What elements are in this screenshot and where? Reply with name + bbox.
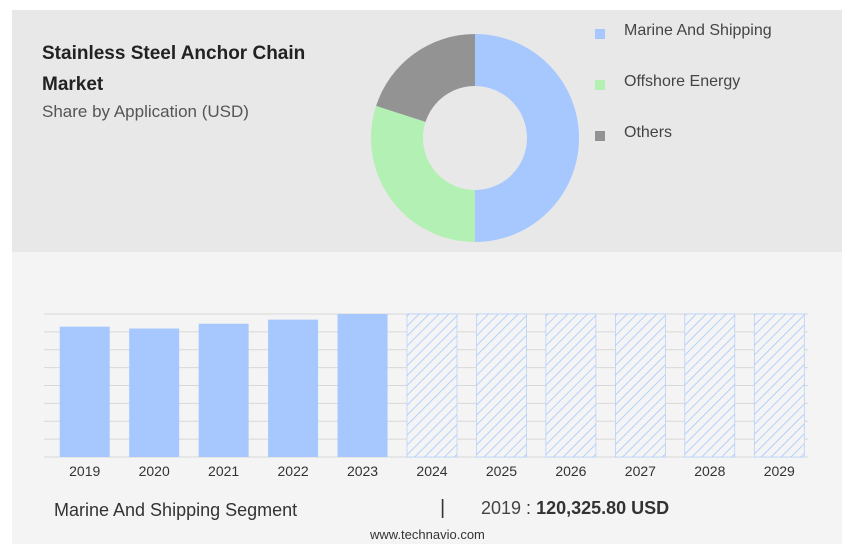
forecast-bar-2025[interactable] [476,313,527,458]
forecast-bar-2029[interactable] [753,313,805,458]
legend-swatch-offshore [595,80,605,90]
x-tick-label: 2029 [764,463,795,479]
x-tick-label: 2025 [486,463,517,479]
legend-label: Marine And Shipping [624,22,772,39]
legend-label: Offshore Energy [624,73,741,90]
forecast-bar-2027[interactable] [615,313,666,458]
chart-title: Stainless Steel Anchor Chain Market [42,43,306,95]
bar-2019[interactable] [59,326,110,457]
x-tick-label: 2023 [347,463,378,479]
donut-slice-marine-and-shipping[interactable] [475,34,579,242]
donut-chart [371,34,579,242]
segment-year: 2019 [481,498,522,518]
x-tick-label: 2027 [625,463,656,479]
x-tick-label: 2028 [694,463,725,479]
footer-divider: | [440,497,446,519]
donut-slice-offshore-energy[interactable] [371,105,475,242]
x-tick-label: 2019 [69,463,100,479]
legend-swatch-marine [595,29,605,39]
x-tick-label: 2024 [416,463,447,479]
bar-2021[interactable] [198,323,249,457]
forecast-bar-2024[interactable] [406,313,458,458]
segment-amount: 120,325.80 USD [536,498,670,518]
legend-label: Others [624,124,673,141]
forecast-bar-2026[interactable] [545,313,597,458]
x-tick-label: 2021 [208,463,239,479]
segment-label: Marine And Shipping Segment [54,500,298,520]
chart-subtitle: Share by Application (USD) [42,102,249,121]
source-credit: www.technavio.com [370,527,485,542]
segment-value: 2019 : 120,325.80 USD [481,498,669,519]
legend-swatch-others [595,131,605,141]
value-separator: : [521,498,537,518]
x-tick-label: 2026 [555,463,586,479]
x-tick-label: 2020 [139,463,170,479]
x-tick-label: 2022 [278,463,309,479]
forecast-bar-2028[interactable] [684,313,736,458]
bar-2023[interactable] [337,314,388,457]
bar-2020[interactable] [129,328,180,457]
bar-2022[interactable] [268,319,319,457]
donut-slice-others[interactable] [376,34,475,122]
